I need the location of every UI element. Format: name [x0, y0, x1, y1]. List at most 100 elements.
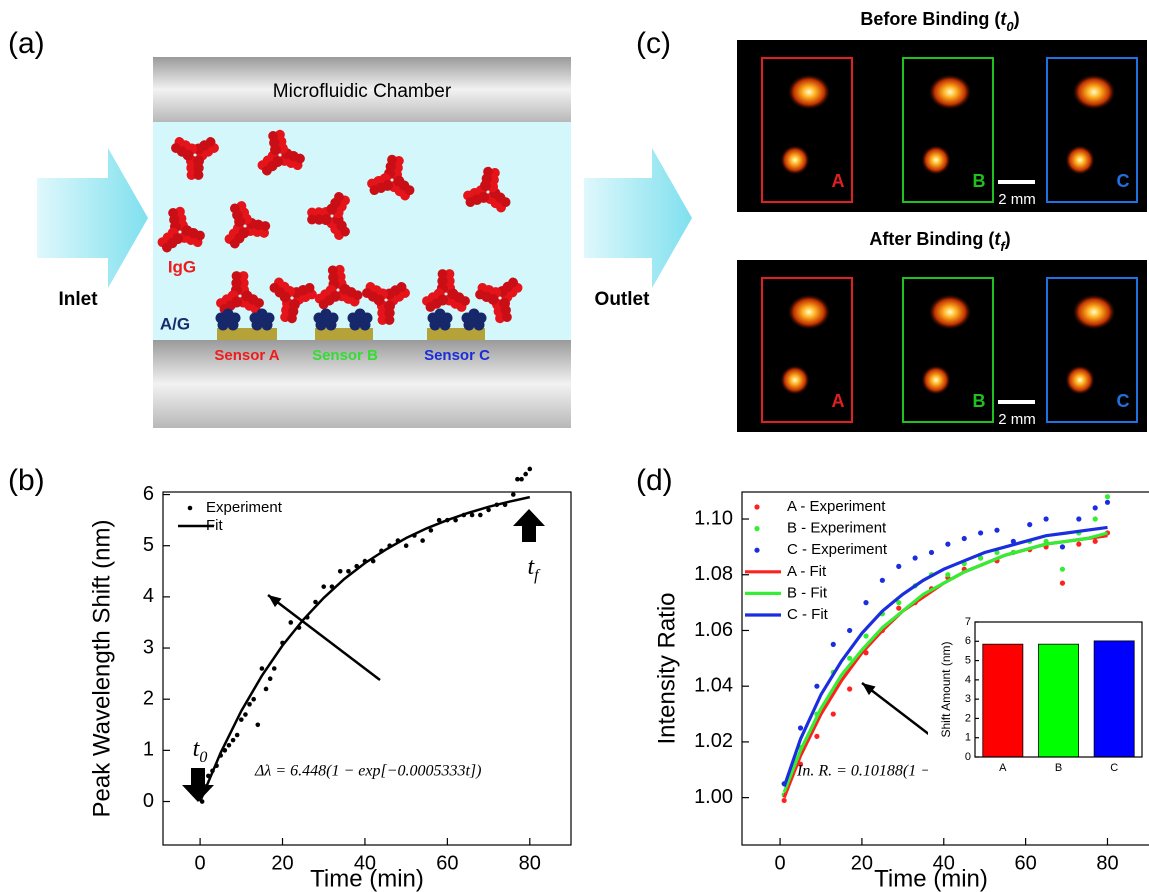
sensor-letter: B: [973, 171, 986, 191]
plot-frame: [163, 492, 571, 845]
ag-lobe: [257, 317, 268, 328]
y-tick-label: 0: [965, 751, 971, 763]
legend-marker: [754, 504, 759, 509]
data-point: [798, 725, 803, 730]
y-tick-label: 3: [965, 693, 971, 705]
fit-line: [200, 497, 530, 801]
y-tick-label: 1.06: [694, 619, 733, 641]
legend-label: A - Experiment: [787, 498, 886, 515]
sensor-label: Sensor C: [424, 347, 490, 364]
spot: [1065, 365, 1095, 395]
figure: (a) (b) (c) (d) Microfluidic Chamber Inl…: [0, 0, 1149, 892]
data-point: [404, 543, 409, 548]
plot-area: [200, 467, 532, 804]
data-point: [321, 584, 326, 589]
scale-label: 2 mm: [998, 411, 1036, 428]
igg-lobe: [426, 302, 436, 312]
data-point: [264, 687, 269, 692]
inlet-arrow: [37, 148, 148, 288]
legend-label: B - Experiment: [787, 520, 887, 537]
spot: [787, 294, 831, 330]
legend-marker: [754, 526, 759, 531]
data-point: [1043, 516, 1048, 521]
chamber-label: Microfluidic Chamber: [273, 81, 452, 102]
ag-lobe: [435, 317, 446, 328]
ag-lobe: [355, 317, 366, 328]
data-point: [896, 606, 901, 611]
x-tick-label: 0: [775, 852, 786, 874]
igg-lobe: [232, 271, 242, 281]
title-part: ): [1014, 9, 1020, 29]
data-point: [247, 702, 252, 707]
x-tick-label: 80: [1096, 852, 1118, 874]
image-background: [737, 260, 1147, 432]
igg-lobe: [254, 298, 264, 308]
y-axis-title: Shift Amount (nm): [939, 641, 953, 737]
time-marker-label: t0: [193, 736, 208, 767]
y-tick-label: 2: [965, 712, 971, 724]
data-point: [519, 477, 524, 482]
outlet-arrow: [584, 148, 692, 288]
ag-label: A/G: [160, 314, 190, 333]
legend-label: C - Experiment: [787, 541, 888, 558]
spot: [780, 365, 810, 395]
spot: [921, 365, 951, 395]
sensor-images: Before Binding (t0)ABC2 mmAfter Binding …: [737, 9, 1147, 432]
spot: [1065, 145, 1095, 175]
legend-label: C - Fit: [787, 606, 829, 623]
y-tick-label: 1.00: [694, 786, 733, 808]
legend-label: B - Fit: [787, 584, 828, 601]
ag-lobe: [223, 317, 234, 328]
data-point: [1105, 500, 1110, 505]
data-point: [913, 555, 918, 560]
igg-label: IgG: [168, 257, 196, 276]
x-tick-label: B: [1055, 762, 1062, 774]
annotation-arrow: [268, 595, 380, 680]
x-tick-label: C: [1110, 762, 1118, 774]
data-point: [782, 798, 787, 803]
spot: [780, 145, 810, 175]
legend-label: A - Fit: [787, 563, 827, 580]
data-point: [243, 712, 248, 717]
y-tick-label: 1.08: [694, 563, 733, 585]
data-point: [227, 743, 232, 748]
y-tick-label: 0: [143, 790, 154, 812]
subscript: 0: [199, 749, 207, 766]
data-point: [288, 620, 293, 625]
x-tick-label: 60: [436, 852, 458, 874]
data-point: [268, 676, 273, 681]
data-point: [235, 733, 240, 738]
y-axis-title: Intensity Ratio: [653, 592, 680, 744]
y-axis-title: Peak Wavelength Shift (nm): [88, 520, 115, 818]
y-tick-label: 1: [965, 732, 971, 744]
outlet-label: Outlet: [595, 289, 651, 310]
chart: 01234567Shift Amount (nm)ABC: [928, 612, 1146, 787]
data-point: [962, 536, 967, 541]
data-point: [831, 642, 836, 647]
scale-label: 2 mm: [998, 191, 1036, 208]
y-tick-label: 1.10: [694, 507, 733, 529]
bar: [1094, 641, 1134, 757]
block-arrow: [513, 509, 545, 542]
image-background: [737, 40, 1147, 212]
data-point: [929, 550, 934, 555]
data-point: [346, 569, 351, 574]
data-point: [814, 734, 819, 739]
panel-label: (c): [636, 27, 671, 60]
data-point: [1076, 516, 1081, 521]
data-point: [1076, 542, 1081, 547]
bar: [983, 644, 1023, 757]
title-part: Before Binding (: [860, 9, 1000, 29]
y-tick-label: 4: [965, 674, 971, 686]
igg-lobe: [460, 296, 470, 306]
legend-marker: [188, 506, 193, 511]
data-point: [1060, 544, 1065, 549]
data-point: [994, 528, 999, 533]
equation: Δλ = 6.448(1 − exp[−0.0005333t]): [254, 763, 481, 780]
sensor-label: Sensor A: [214, 347, 279, 364]
spot: [921, 145, 951, 175]
spot: [928, 294, 972, 330]
y-tick-label: 6: [143, 483, 154, 505]
data-point: [831, 711, 836, 716]
sensor-letter: A: [832, 171, 845, 191]
